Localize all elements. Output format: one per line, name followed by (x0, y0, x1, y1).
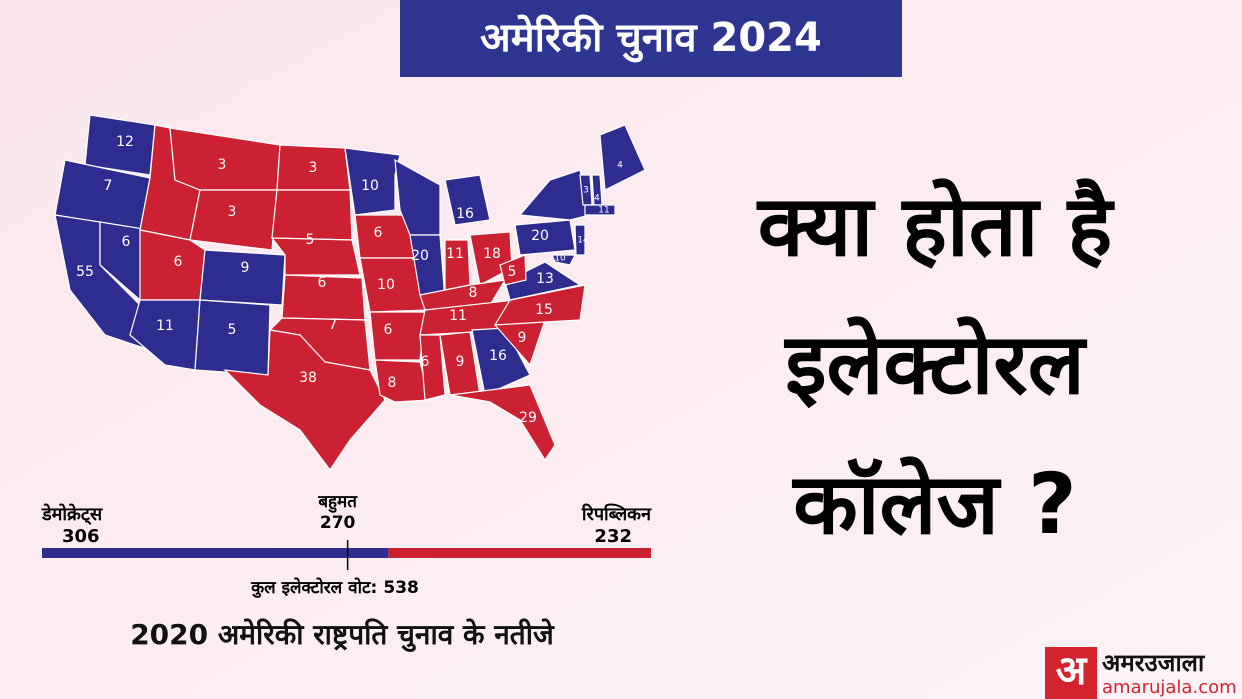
chart-title: 2020 अमेरिकी राष्ट्रपति चुनाव के नतीजे (130, 618, 555, 652)
state-label: 18 (483, 246, 501, 262)
state-label: 9 (241, 260, 250, 276)
state (129, 299, 201, 371)
logo-mark: अ (1056, 648, 1088, 694)
state-label: 11 (156, 318, 174, 334)
state-label: 4 (594, 194, 600, 204)
state-label: 3 (218, 157, 227, 173)
headline: क्या होता है (756, 177, 1116, 275)
state-label: 4 (617, 161, 623, 171)
state (199, 249, 286, 306)
state-label: 38 (299, 370, 317, 386)
bar (42, 548, 389, 558)
state-label: 3 (583, 186, 589, 196)
state-label: 11 (449, 308, 467, 324)
logo-name: अमरउजाला (1102, 649, 1205, 677)
total-value: 538 (383, 578, 419, 598)
headline: कॉलेज ? (791, 455, 1077, 553)
state-label: 8 (388, 375, 397, 391)
state (444, 174, 491, 226)
state-label: 29 (519, 410, 537, 426)
state (189, 189, 278, 251)
state (419, 334, 446, 401)
state-label: 6 (374, 225, 383, 241)
state-label: 10 (377, 277, 395, 293)
state (270, 237, 361, 276)
majority-label: बहुमत (317, 492, 358, 513)
state (493, 284, 586, 326)
state-label: 12 (116, 134, 134, 150)
state (419, 279, 507, 311)
title: अमेरिकी चुनाव 2024 (480, 14, 822, 63)
value-label: 232 (594, 526, 632, 547)
state (369, 311, 426, 361)
state-label: 10 (554, 254, 566, 264)
total-label: कुल इलेक्टोरल वोट: (250, 577, 377, 598)
state-label: 3 (309, 160, 318, 176)
state-label: 16 (489, 348, 507, 364)
state-label: 6 (174, 254, 183, 270)
state-label: 11 (446, 246, 464, 262)
state-label: 5 (306, 232, 315, 248)
state-label: 16 (456, 206, 474, 222)
state (551, 254, 576, 266)
state (223, 329, 386, 472)
state (344, 147, 401, 216)
state-label: 9 (456, 354, 465, 370)
state-label: 5 (508, 264, 517, 280)
state (574, 224, 586, 256)
state-label: 5 (228, 322, 237, 338)
state-label: 11 (598, 206, 609, 216)
state-label: 7 (104, 178, 113, 194)
state-label: 6 (421, 354, 430, 370)
state-label: 8 (469, 285, 478, 301)
total-text: कुल इलेक्टोरल वोट: 538 (250, 577, 419, 598)
majority-value: 270 (320, 513, 356, 533)
state (471, 327, 531, 396)
value-label: 306 (62, 526, 100, 547)
logo-url: amarujala.com (1102, 677, 1237, 698)
state (499, 254, 527, 286)
state-label: 6 (384, 322, 393, 338)
state-label: 9 (518, 330, 527, 346)
state-label: 20 (531, 228, 549, 244)
state-label: 55 (76, 264, 94, 280)
title-box (400, 0, 902, 77)
state-label: 14 (577, 236, 589, 246)
state (584, 204, 616, 216)
state (599, 124, 646, 191)
state-label: 15 (535, 302, 553, 318)
state (449, 384, 556, 462)
state (374, 359, 431, 403)
state-label: 6 (122, 234, 131, 250)
logo-mark-box (1045, 647, 1097, 699)
bar (388, 548, 651, 558)
state-label: 10 (361, 178, 379, 194)
state-label: 20 (411, 248, 429, 264)
state-label: 3 (228, 204, 237, 220)
headline: इलेक्टोरल (783, 315, 1087, 413)
legend-label: डेमोक्रेट्स (41, 503, 103, 526)
state-label: 7 (329, 317, 338, 333)
legend-label: रिपब्लिकन (581, 503, 652, 525)
state-label: 13 (536, 271, 554, 287)
state (514, 219, 576, 256)
state (504, 261, 582, 301)
state-label: 6 (318, 275, 327, 291)
